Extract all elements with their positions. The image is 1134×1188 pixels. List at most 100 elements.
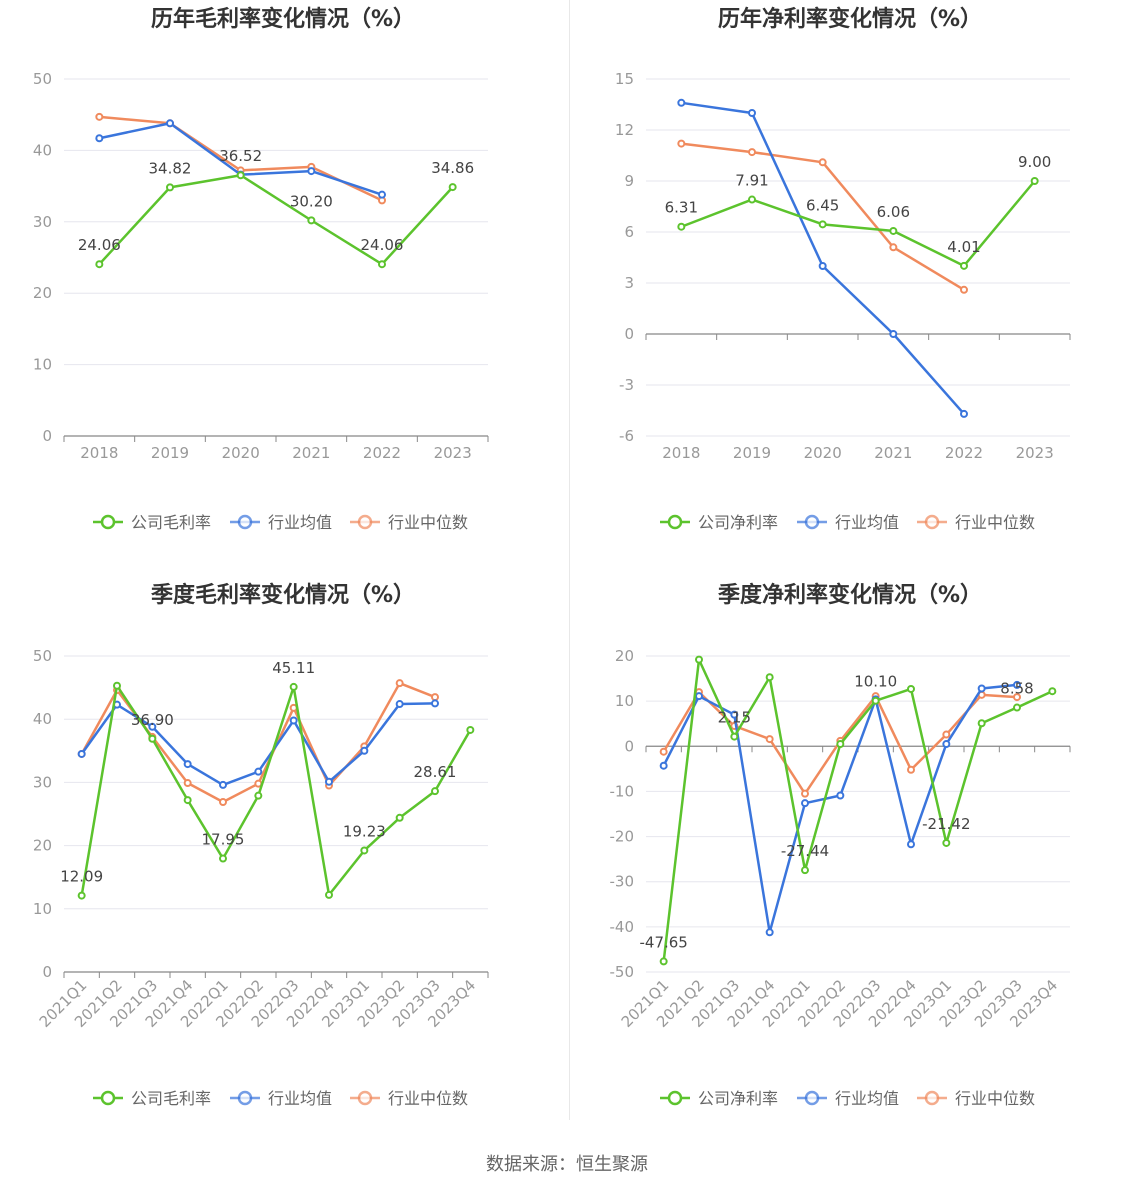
x-tick-label: 2020: [804, 444, 842, 462]
legend-item-average[interactable]: 行业均值: [797, 1089, 899, 1108]
x-tick-label: 2023: [1016, 444, 1054, 462]
data-point-average: [907, 840, 915, 849]
legend-label: 公司毛利率: [131, 513, 211, 532]
y-tick-label: -6: [619, 427, 634, 445]
data-label: 8.58: [1000, 680, 1033, 698]
y-tick-label: 12: [615, 121, 634, 139]
data-point-company: [977, 719, 986, 728]
legend-marker-icon: [357, 1090, 373, 1106]
data-point-median: [818, 158, 827, 167]
data-point-median: [395, 679, 404, 688]
data-point-company: [431, 787, 439, 796]
y-tick-label: 6: [624, 223, 634, 241]
data-point-company: [466, 725, 475, 734]
data-point-company: [1030, 177, 1039, 185]
data-point-average: [977, 684, 986, 693]
data-point-company: [113, 681, 121, 690]
legend-marker-icon: [357, 514, 373, 530]
series-line-company: [98, 173, 454, 266]
data-label: 28.61: [414, 763, 457, 781]
y-tick-label: 40: [33, 141, 52, 159]
legend-item-company[interactable]: 公司净利率: [660, 513, 778, 532]
data-label: 6.45: [806, 196, 839, 214]
data-point-company: [659, 957, 668, 966]
data-point-median: [765, 735, 774, 744]
data-point-average: [148, 722, 157, 731]
data-point-average: [942, 740, 951, 749]
legend-item-company[interactable]: 公司净利率: [660, 1089, 778, 1108]
legend-item-median[interactable]: 行业中位数: [350, 513, 468, 532]
x-tick-label: 2023: [434, 444, 472, 462]
data-point-average: [77, 749, 86, 758]
data-label: -21.42: [922, 815, 970, 833]
data-source-footer: 数据来源：恒生聚源: [486, 1154, 648, 1175]
y-tick-label: 15: [615, 70, 634, 88]
data-point-average: [325, 777, 333, 786]
legend-item-average[interactable]: 行业均值: [230, 1089, 332, 1108]
data-point-company: [677, 222, 686, 231]
x-tick-label: 2019: [151, 444, 189, 462]
data-point-company: [765, 673, 774, 682]
data-point-median: [183, 779, 192, 788]
data-point-median: [677, 139, 686, 148]
legend-marker-icon: [667, 514, 683, 530]
data-point-company: [942, 838, 951, 847]
data-point-company: [236, 171, 245, 180]
data-point-company: [95, 260, 104, 269]
legend-label: 行业均值: [268, 513, 332, 532]
data-point-company: [448, 183, 457, 192]
y-tick-label: 10: [33, 356, 52, 374]
data-point-company: [289, 682, 298, 691]
legend-item-median[interactable]: 行业中位数: [917, 513, 1035, 532]
legend-marker-icon: [924, 514, 940, 530]
chart-quarter-net: 季度净利率变化情况（%） -50 -40 -30 -20 -10 0 10 20 2021Q1 20…: [567, 576, 1134, 1152]
y-tick-label: 20: [33, 837, 52, 855]
legend-item-average[interactable]: 行业均值: [797, 513, 899, 532]
chart-annual-net: 历年净利率变化情况（%） -6 -3 0 3 6 9 12 15 2018 2019 2020 2021…: [567, 0, 1134, 576]
legend-item-average[interactable]: 行业均值: [230, 513, 332, 532]
data-point-median: [431, 693, 439, 702]
x-tick-label: 2018: [662, 444, 700, 462]
y-tick-label: 0: [42, 963, 52, 981]
legend-marker-icon: [100, 514, 116, 530]
data-label: 2.15: [718, 709, 751, 727]
data-label: 4.01: [947, 238, 980, 256]
data-point-average: [395, 700, 404, 709]
data-point-average: [889, 330, 898, 338]
data-label: 12.09: [60, 868, 103, 886]
legend-label: 行业均值: [268, 1089, 332, 1108]
data-point-average: [307, 167, 316, 176]
data-point-company: [801, 866, 809, 875]
data-label: 45.11: [272, 659, 315, 677]
data-label: -27.44: [781, 842, 829, 860]
data-point-average: [677, 98, 686, 107]
y-tick-label: -50: [610, 963, 635, 981]
data-label: 24.06: [78, 236, 121, 254]
data-point-median: [748, 148, 756, 157]
legend-marker-icon: [924, 1090, 940, 1106]
x-tick-label: 2022: [363, 444, 401, 462]
data-point-company: [836, 740, 845, 749]
x-tick-label: 2021: [292, 444, 330, 462]
legend-item-company[interactable]: 公司毛利率: [93, 513, 211, 532]
data-point-company: [183, 796, 192, 805]
legend-item-median[interactable]: 行业中位数: [917, 1089, 1035, 1108]
data-label: 6.31: [665, 199, 698, 217]
data-point-median: [960, 285, 968, 294]
data-point-average: [1013, 680, 1021, 689]
data-point-company: [1048, 687, 1057, 696]
legend-item-company[interactable]: 公司毛利率: [93, 1089, 211, 1108]
chart-title: 季度净利率变化情况（%）: [718, 582, 982, 608]
legend-label: 行业均值: [835, 513, 899, 532]
data-point-median: [889, 243, 898, 252]
chart-title: 季度毛利率变化情况（%）: [151, 582, 415, 608]
legend-label: 行业中位数: [388, 513, 468, 532]
legend-label: 公司净利率: [698, 1089, 778, 1108]
data-point-average: [960, 409, 968, 418]
data-point-average: [801, 799, 809, 808]
legend-item-median[interactable]: 行业中位数: [350, 1089, 468, 1108]
legend-marker-icon: [237, 1090, 253, 1106]
legend-marker-icon: [804, 514, 820, 530]
data-point-company: [695, 655, 703, 664]
data-label: 24.06: [361, 236, 404, 254]
